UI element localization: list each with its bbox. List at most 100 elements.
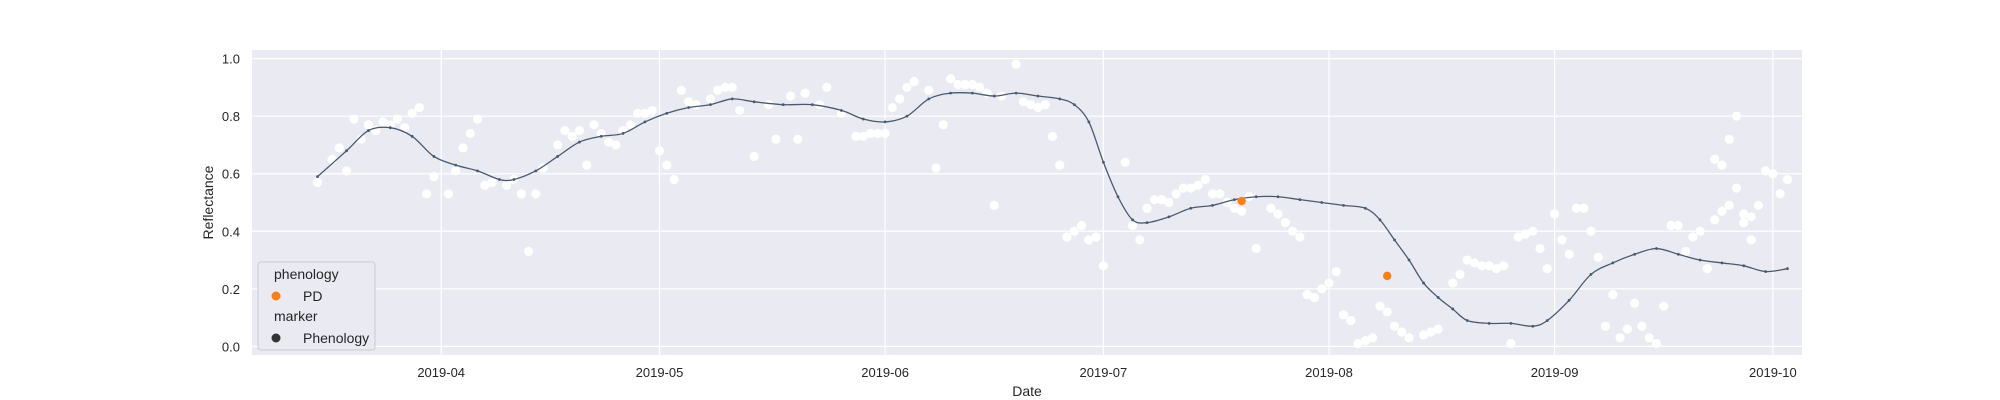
observation-point (1331, 266, 1341, 277)
observation-point (1157, 195, 1167, 205)
observation-point (1382, 307, 1392, 317)
smoothed-marker (1145, 221, 1149, 225)
observation-point (669, 174, 679, 185)
smoothed-marker (454, 163, 458, 167)
smoothed-marker (730, 97, 734, 101)
observation-point (1033, 102, 1043, 113)
x-axis-ticks: 2019-04 2019-05 2019-06 2019-07 2019-08 2019-… (417, 365, 1796, 380)
smoothed-marker (1393, 238, 1396, 242)
smoothed-marker (345, 149, 349, 153)
observation-point (1375, 301, 1385, 311)
observation-point (400, 123, 410, 133)
observation-point (1062, 232, 1072, 242)
observation-point (1207, 189, 1218, 199)
observation-point (502, 180, 512, 190)
observation-point (1084, 235, 1094, 245)
observation-point (582, 160, 592, 170)
y-tick-label: 0.2 (222, 282, 240, 297)
observation-point (989, 200, 999, 210)
observation-point (909, 77, 919, 87)
observation-point (1171, 189, 1181, 199)
observation-point (1346, 315, 1356, 326)
x-tick-label: 2019-05 (636, 365, 684, 380)
x-tick-label: 2019-04 (417, 365, 465, 380)
legend-entry-pd: PD (303, 288, 322, 304)
observation-point (975, 82, 985, 93)
smoothed-marker (1087, 120, 1091, 124)
observation-point (472, 114, 483, 124)
smoothed-marker (1487, 321, 1491, 325)
observation-point (1338, 310, 1349, 320)
observation-point (523, 246, 534, 257)
x-tick-label: 2019-07 (1080, 365, 1128, 380)
observation-point (1702, 264, 1712, 274)
observation-point (312, 177, 323, 187)
observation-point (1040, 100, 1050, 110)
smoothed-marker (1276, 195, 1280, 199)
observation-point (363, 120, 374, 130)
observation-point (1317, 284, 1327, 294)
observation-point (1666, 220, 1676, 231)
observation-point (1302, 289, 1312, 300)
smoothed-marker (840, 109, 843, 112)
observation-point (654, 146, 665, 156)
observation-point (684, 97, 694, 107)
smoothed-marker (1102, 160, 1105, 164)
smoothed-marker (1764, 270, 1768, 273)
observation-point (1782, 174, 1793, 185)
observation-point (1055, 160, 1065, 170)
smoothed-marker (1589, 273, 1593, 276)
observation-point (589, 120, 599, 130)
observation-point (1549, 209, 1560, 219)
observation-point (1615, 333, 1625, 343)
legend-marker-phenology (271, 333, 281, 343)
x-tick-label: 2019-08 (1305, 365, 1353, 380)
observation-point (1193, 180, 1203, 190)
observation-point (1120, 157, 1130, 167)
smoothed-marker (971, 91, 974, 95)
observation-point (662, 160, 672, 170)
observation-point (349, 114, 359, 124)
observation-point (1499, 261, 1509, 271)
observation-point (924, 85, 934, 95)
observation-point (1266, 203, 1276, 213)
observation-point (727, 82, 737, 93)
x-tick-label: 2019-06 (861, 365, 909, 380)
smoothed-marker (1342, 203, 1345, 207)
observation-point (1288, 226, 1298, 236)
observation-point (1753, 200, 1763, 210)
observation-point (487, 177, 497, 187)
smoothed-marker (643, 120, 647, 124)
smoothed-marker (1676, 252, 1680, 256)
observation-point (1426, 327, 1436, 337)
observation-point (785, 91, 796, 101)
observation-point (574, 125, 585, 136)
observation-point (334, 143, 344, 153)
observation-point (734, 105, 745, 116)
smoothed-marker (476, 169, 479, 173)
smoothed-marker (1451, 307, 1455, 311)
observation-point (1149, 195, 1159, 205)
observation-point (1586, 226, 1596, 236)
observation-point (996, 91, 1007, 101)
smoothed-marker (861, 117, 865, 121)
observation-point (1593, 252, 1603, 262)
observation-point (451, 166, 461, 176)
observation-point (895, 94, 905, 104)
smoothed-marker (1378, 218, 1382, 222)
observation-point (1528, 226, 1538, 236)
smoothed-marker (883, 120, 887, 124)
observation-point (1251, 243, 1261, 254)
observation-point (480, 180, 490, 190)
observation-point (1608, 289, 1618, 300)
observation-point (1127, 220, 1138, 231)
observation-point (880, 128, 890, 139)
y-tick-label: 0.8 (222, 109, 240, 124)
grid (252, 50, 1802, 355)
observation-point (1731, 111, 1742, 121)
y-axis-ticks: 0.0 0.2 0.4 0.6 0.8 1.0 (222, 52, 240, 355)
smoothed-marker (1720, 261, 1724, 265)
observation-point (1651, 338, 1662, 349)
smoothed-marker (781, 103, 785, 107)
observation-point (1688, 232, 1698, 242)
